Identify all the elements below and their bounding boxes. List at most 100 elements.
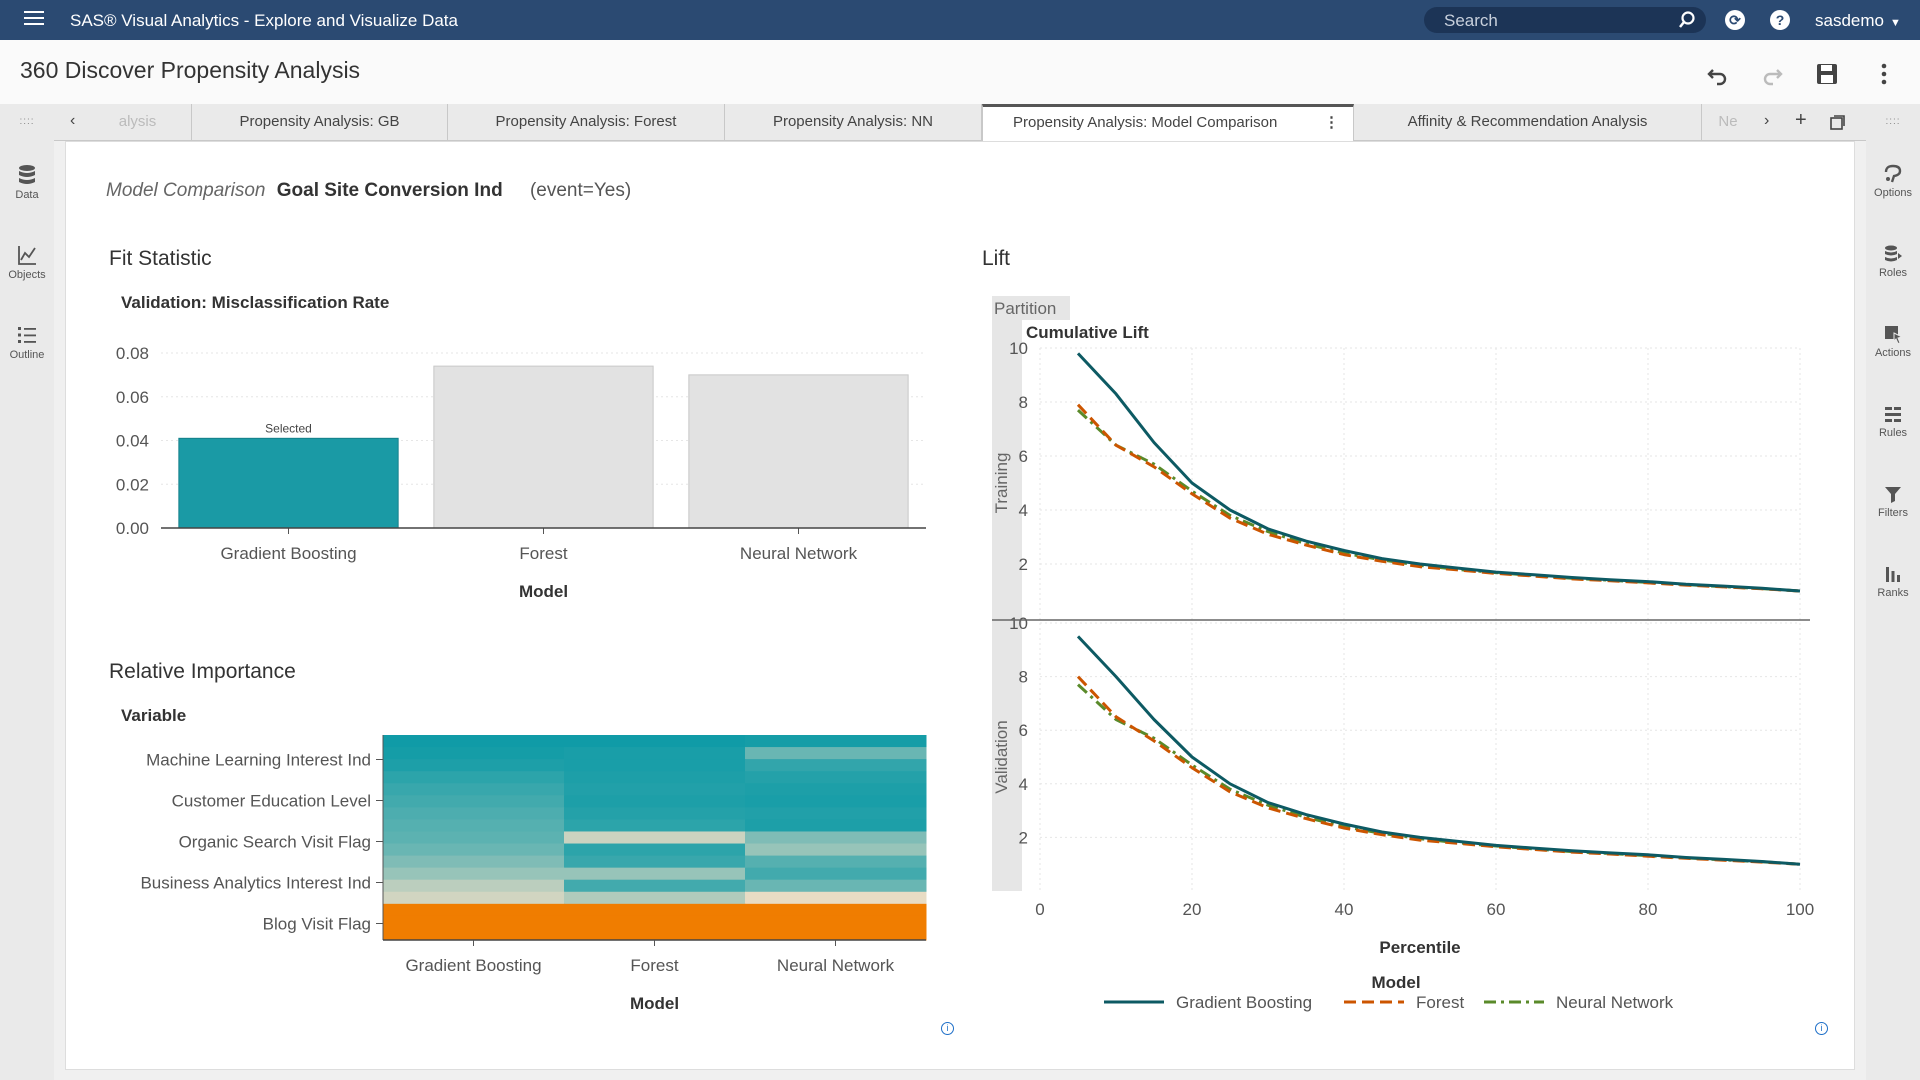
heatmap-cell[interactable]: [564, 879, 746, 893]
pane-grip-icon[interactable]: ::::: [1885, 116, 1901, 127]
heatmap-cell[interactable]: [383, 855, 565, 869]
save-icon[interactable]: [1815, 62, 1839, 86]
heatmap-cell[interactable]: [383, 771, 565, 784]
recent-icon[interactable]: ⟳: [1725, 10, 1745, 30]
heatmap-cell[interactable]: [745, 831, 927, 845]
user-menu[interactable]: sasdemo ▼: [1815, 11, 1901, 31]
heatmap-cell[interactable]: [564, 759, 746, 772]
heatmap-cell[interactable]: [383, 891, 565, 905]
search-input[interactable]: [1442, 10, 1666, 32]
pane-roles[interactable]: Roles: [1866, 244, 1920, 279]
pane-filters[interactable]: Filters: [1866, 484, 1920, 519]
chevron-right-icon[interactable]: ›: [1764, 112, 1770, 129]
pages-icon[interactable]: [1830, 115, 1845, 130]
series-line[interactable]: [1076, 635, 1801, 866]
menu-icon[interactable]: [24, 11, 44, 29]
heatmap-cell[interactable]: [564, 783, 746, 796]
pane-ranks[interactable]: Ranks: [1866, 564, 1920, 599]
heatmap-cell[interactable]: [383, 783, 565, 796]
legend-label[interactable]: Gradient Boosting: [1176, 993, 1312, 1012]
heatmap-cell[interactable]: [564, 807, 746, 820]
search-box[interactable]: [1424, 7, 1706, 33]
relative-importance-heatmap[interactable]: Variable Machine Learning Interest Ind Cus…: [106, 700, 936, 1020]
heatmap-cell[interactable]: [383, 843, 565, 857]
heatmap-cell[interactable]: [745, 843, 927, 857]
tab-propensity-forest[interactable]: Propensity Analysis: Forest: [448, 104, 725, 140]
heatmap-cell[interactable]: [745, 759, 927, 772]
heatmap-cell[interactable]: [745, 819, 927, 832]
heatmap-cell[interactable]: [745, 915, 927, 929]
heatmap-cell[interactable]: [383, 747, 565, 760]
heatmap-cell[interactable]: [564, 831, 746, 845]
pane-data[interactable]: Data: [0, 164, 54, 201]
heatmap-cell[interactable]: [564, 867, 746, 881]
add-page-icon[interactable]: +: [1795, 109, 1807, 131]
heatmap-cell[interactable]: [745, 879, 927, 893]
heatmap-cell[interactable]: [564, 795, 746, 808]
heatmap-cell[interactable]: [564, 855, 746, 869]
heatmap-cell[interactable]: [745, 783, 927, 796]
heatmap-cell[interactable]: [745, 807, 927, 820]
tab-propensity-gb[interactable]: Propensity Analysis: GB: [192, 104, 448, 140]
search-icon[interactable]: [1678, 11, 1696, 29]
tab-partial-left[interactable]: alysis: [84, 104, 192, 140]
heatmap-cell[interactable]: [383, 867, 565, 881]
series-line[interactable]: [1076, 675, 1801, 866]
heatmap-cell[interactable]: [383, 819, 565, 832]
heatmap-cell[interactable]: [383, 795, 565, 808]
heatmap-cell[interactable]: [383, 915, 565, 929]
bar[interactable]: [178, 437, 399, 529]
more-options-icon[interactable]: [1872, 62, 1896, 86]
bar[interactable]: [433, 365, 654, 529]
heatmap-cell[interactable]: [745, 735, 927, 748]
heatmap-cell[interactable]: [383, 735, 565, 748]
tab-menu-icon[interactable]: ⋮: [1324, 114, 1339, 131]
heatmap-cell[interactable]: [564, 843, 746, 857]
heatmap-cell[interactable]: [383, 807, 565, 820]
heatmap-cell[interactable]: [383, 927, 565, 941]
pane-options[interactable]: Options: [1866, 164, 1920, 199]
heatmap-cell[interactable]: [383, 831, 565, 845]
bar[interactable]: [688, 374, 909, 529]
lift-chart[interactable]: Partition Cumulative Lift 0 20 40 60 80 100 2 4 6 8…: [980, 288, 1820, 1020]
pane-objects[interactable]: Objects: [0, 244, 54, 281]
heatmap-cell[interactable]: [564, 819, 746, 832]
pane-actions[interactable]: Actions: [1866, 324, 1920, 359]
legend-label[interactable]: Forest: [1416, 993, 1464, 1012]
info-icon[interactable]: i: [941, 1022, 954, 1035]
heatmap-cell[interactable]: [745, 855, 927, 869]
heatmap-cell[interactable]: [564, 747, 746, 760]
heatmap-cell[interactable]: [383, 903, 565, 917]
heatmap-cell[interactable]: [564, 915, 746, 929]
heatmap-cell[interactable]: [745, 927, 927, 941]
pane-grip-icon[interactable]: ::::: [19, 116, 35, 127]
heatmap-cell[interactable]: [745, 867, 927, 881]
heatmap-cell[interactable]: [745, 747, 927, 760]
redo-icon[interactable]: [1760, 62, 1784, 86]
help-icon[interactable]: ?: [1770, 10, 1790, 30]
chevron-left-icon[interactable]: ‹: [70, 112, 76, 129]
heatmap-cell[interactable]: [745, 795, 927, 808]
heatmap-cell[interactable]: [383, 759, 565, 772]
series-line[interactable]: [1076, 403, 1801, 593]
pane-rules[interactable]: Rules: [1866, 404, 1920, 439]
heatmap-cell[interactable]: [564, 891, 746, 905]
tab-partial-right[interactable]: Ne: [1718, 113, 1738, 130]
series-line[interactable]: [1076, 352, 1801, 593]
heatmap-cell[interactable]: [564, 771, 746, 784]
heatmap-cell[interactable]: [564, 927, 746, 941]
info-icon[interactable]: i: [1815, 1022, 1828, 1035]
tab-model-comparison[interactable]: Propensity Analysis: Model Comparison ⋮: [982, 104, 1354, 141]
fit-statistic-chart[interactable]: Validation: Misclassification Rate 0.00 0.…: [106, 285, 936, 605]
legend-label[interactable]: Neural Network: [1556, 993, 1674, 1012]
tab-propensity-nn[interactable]: Propensity Analysis: NN: [725, 104, 982, 140]
heatmap-cell[interactable]: [745, 903, 927, 917]
heatmap-cell[interactable]: [745, 771, 927, 784]
pane-outline[interactable]: Outline: [0, 324, 54, 361]
heatmap-cell[interactable]: [383, 879, 565, 893]
heatmap-cell[interactable]: [564, 903, 746, 917]
heatmap-cell[interactable]: [564, 735, 746, 748]
heatmap-cell[interactable]: [745, 891, 927, 905]
tab-affinity[interactable]: Affinity & Recommendation Analysis: [1354, 104, 1702, 140]
undo-icon[interactable]: [1706, 62, 1730, 86]
